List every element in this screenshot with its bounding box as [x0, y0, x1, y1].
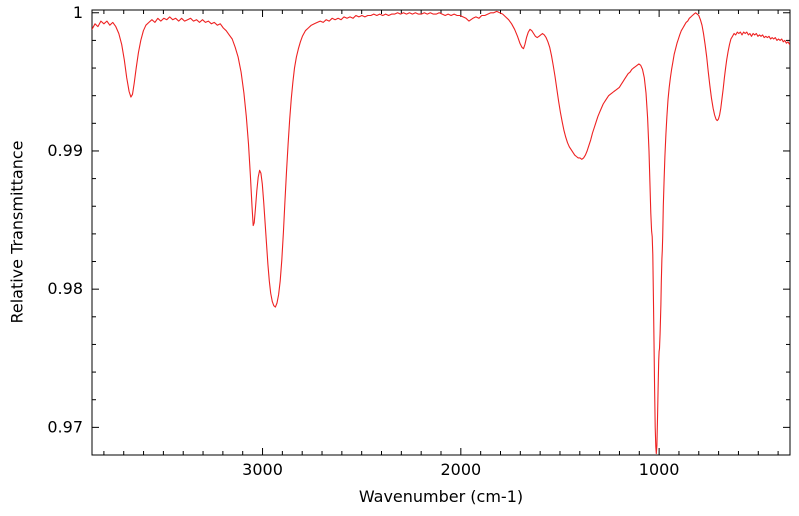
spectrum-line [92, 10, 790, 455]
y-tick-label: 0.98 [47, 279, 83, 298]
y-tick-label: 0.99 [47, 141, 83, 160]
y-tick-label: 1 [73, 3, 83, 22]
x-tick-label: 2000 [440, 460, 481, 479]
plot-frame [91, 9, 791, 456]
y-tick-label: 0.97 [47, 417, 83, 436]
y-axis-label: Relative Transmittance [7, 140, 27, 324]
x-tick-label: 3000 [242, 460, 283, 479]
x-axis-label: Wavenumber (cm-1) [358, 487, 524, 506]
x-tick-label: 1000 [639, 460, 680, 479]
